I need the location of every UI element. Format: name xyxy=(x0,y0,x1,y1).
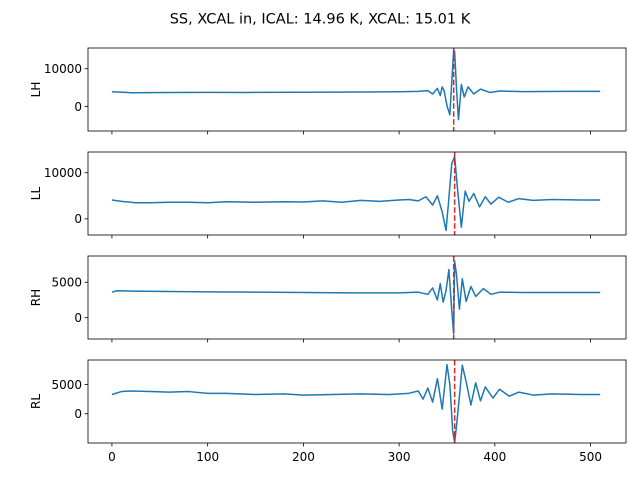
y-tick-label: 10000 xyxy=(44,62,82,76)
axes-frame xyxy=(87,151,627,236)
y-axis-label: RL xyxy=(29,394,43,409)
figure-title: SS, XCAL in, ICAL: 14.96 K, XCAL: 15.01 … xyxy=(170,12,471,28)
axes-frame xyxy=(87,47,627,132)
y-tick-label: 5000 xyxy=(51,276,82,290)
x-tick-label: 200 xyxy=(292,450,315,464)
y-axis-label: LL xyxy=(29,187,43,201)
x-tick-label: 100 xyxy=(196,450,219,464)
subplot-rh: 0 5000 RH xyxy=(29,255,627,343)
subplot-rl: 0 5000 0 100 200 300 400 500 RL xyxy=(29,359,627,464)
y-axis-label: RH xyxy=(29,289,43,306)
x-tick-label: 300 xyxy=(388,450,411,464)
axes-frame xyxy=(87,255,627,340)
y-axis-label: LH xyxy=(29,82,43,98)
y-tick-label: 0 xyxy=(74,311,82,325)
y-tick-label: 0 xyxy=(74,100,82,114)
y-tick-label: 0 xyxy=(74,407,82,421)
x-tick-label: 500 xyxy=(579,450,602,464)
y-tick-label: 10000 xyxy=(44,166,82,180)
x-tick-label: 0 xyxy=(108,450,116,464)
series-line-rl xyxy=(111,363,601,444)
axes-frame xyxy=(87,359,627,444)
y-tick-label: 0 xyxy=(74,212,82,226)
series-line-lh xyxy=(111,49,601,121)
y-tick-label: 5000 xyxy=(51,378,82,392)
x-tick-label: 400 xyxy=(483,450,506,464)
series-line-rh xyxy=(111,260,601,335)
series-line-ll xyxy=(111,155,601,232)
